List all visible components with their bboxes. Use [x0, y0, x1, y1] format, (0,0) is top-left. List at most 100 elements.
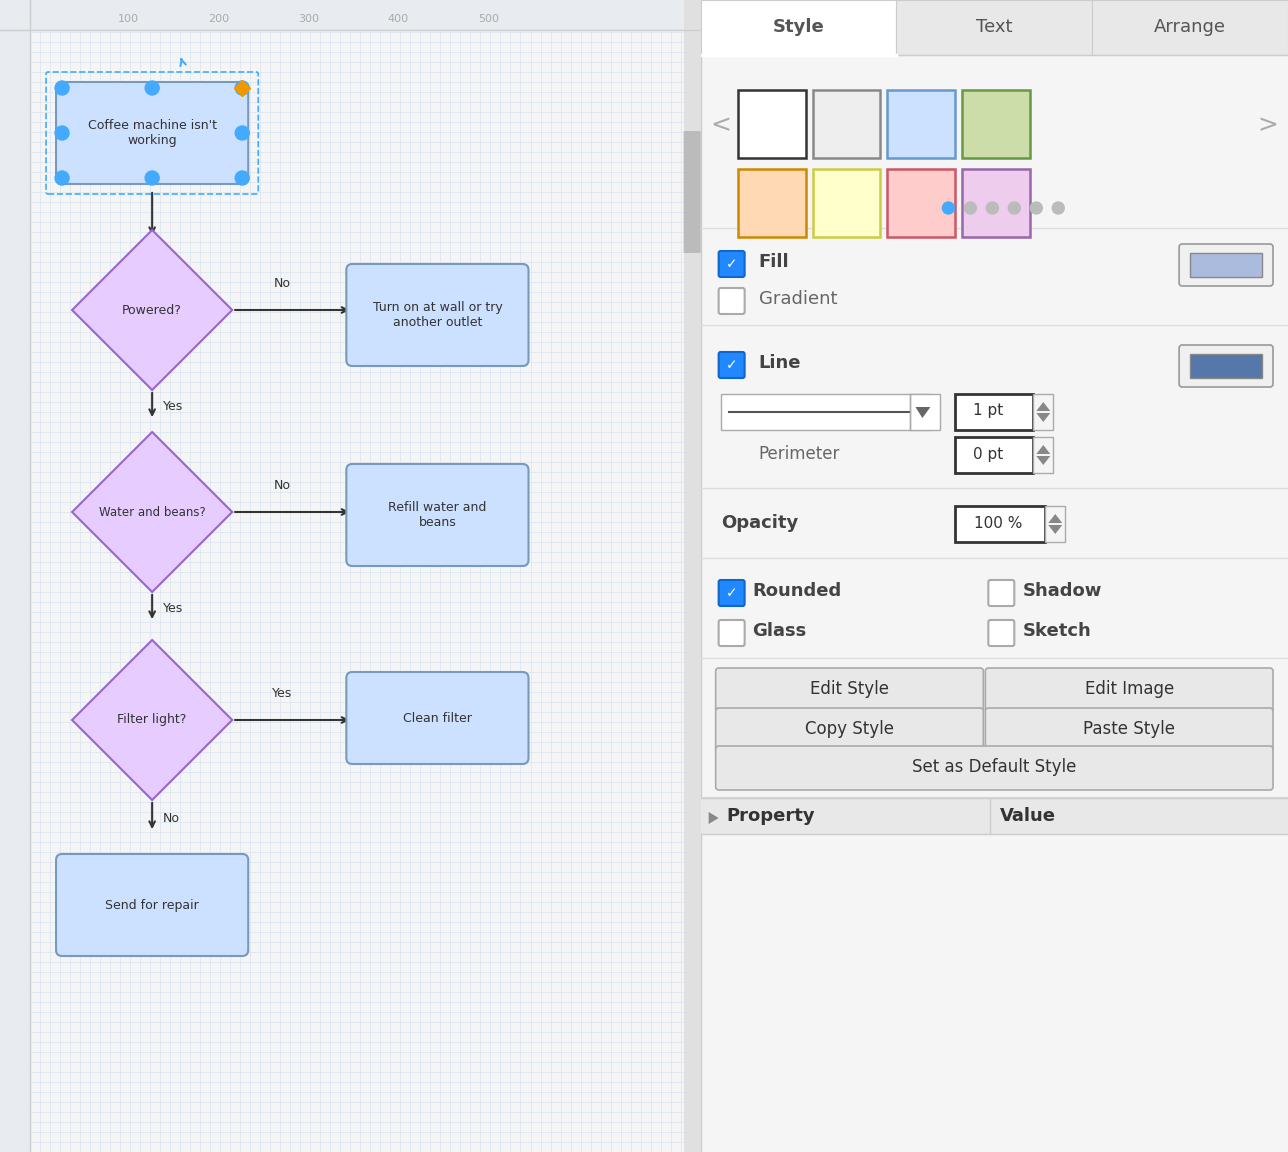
Circle shape — [1030, 202, 1042, 214]
Circle shape — [236, 170, 250, 185]
Bar — [721, 394, 930, 430]
Bar — [738, 169, 805, 237]
Text: Shadow: Shadow — [1023, 582, 1101, 600]
Text: Value: Value — [1001, 808, 1056, 825]
Circle shape — [236, 81, 250, 94]
Text: Property: Property — [726, 808, 815, 825]
Bar — [1190, 253, 1262, 276]
Polygon shape — [1037, 445, 1050, 454]
FancyBboxPatch shape — [988, 579, 1015, 606]
FancyBboxPatch shape — [57, 82, 249, 184]
Text: Gradient: Gradient — [759, 290, 837, 308]
Bar — [956, 437, 1033, 473]
Polygon shape — [1037, 414, 1050, 422]
FancyBboxPatch shape — [719, 251, 744, 276]
FancyBboxPatch shape — [346, 464, 528, 566]
Bar — [1033, 394, 1054, 430]
Circle shape — [55, 126, 70, 141]
Circle shape — [146, 81, 160, 94]
Text: Send for repair: Send for repair — [106, 899, 200, 911]
FancyBboxPatch shape — [716, 668, 983, 712]
Polygon shape — [72, 230, 232, 391]
Text: ✓: ✓ — [726, 586, 738, 600]
Text: Sketch: Sketch — [1023, 622, 1091, 641]
Bar — [887, 90, 956, 158]
Circle shape — [1052, 202, 1064, 214]
Bar — [701, 0, 896, 55]
Text: Style: Style — [773, 18, 824, 37]
FancyBboxPatch shape — [346, 672, 528, 764]
Text: Edit Style: Edit Style — [810, 680, 889, 698]
Bar — [0, 0, 701, 30]
Circle shape — [987, 202, 998, 214]
Bar — [896, 0, 1092, 55]
Polygon shape — [1037, 402, 1050, 411]
Bar — [962, 169, 1030, 237]
Bar — [684, 0, 701, 1152]
Bar — [1046, 506, 1065, 541]
Bar — [701, 798, 1288, 834]
Polygon shape — [1037, 456, 1050, 465]
FancyBboxPatch shape — [985, 708, 1273, 752]
FancyBboxPatch shape — [684, 131, 701, 253]
Text: <: < — [710, 113, 732, 137]
Text: Glass: Glass — [752, 622, 806, 641]
Text: Yes: Yes — [272, 687, 292, 700]
Polygon shape — [708, 812, 719, 824]
Text: Opacity: Opacity — [721, 514, 797, 532]
Text: ✓: ✓ — [726, 358, 738, 372]
Text: >: > — [1257, 113, 1279, 137]
Circle shape — [55, 81, 70, 94]
Text: Clean filter: Clean filter — [403, 712, 471, 725]
Text: 0 pt: 0 pt — [974, 447, 1003, 462]
FancyBboxPatch shape — [719, 579, 744, 606]
Bar — [911, 394, 940, 430]
Bar — [1190, 354, 1262, 378]
Circle shape — [146, 170, 160, 185]
Bar — [738, 90, 805, 158]
Text: Rounded: Rounded — [752, 582, 842, 600]
Bar — [813, 90, 881, 158]
Polygon shape — [916, 407, 930, 418]
Circle shape — [1009, 202, 1020, 214]
Text: No: No — [274, 479, 291, 492]
Text: Perimeter: Perimeter — [759, 445, 840, 463]
Bar — [0, 30, 30, 1152]
Text: Arrange: Arrange — [1154, 18, 1226, 37]
Text: 1 pt: 1 pt — [974, 403, 1003, 418]
Text: Water and beans?: Water and beans? — [99, 506, 206, 518]
Polygon shape — [1048, 514, 1063, 523]
FancyBboxPatch shape — [716, 746, 1273, 790]
FancyBboxPatch shape — [57, 854, 249, 956]
Text: Copy Style: Copy Style — [805, 720, 894, 738]
Circle shape — [55, 170, 70, 185]
Bar — [1092, 0, 1288, 55]
Text: Refill water and
beans: Refill water and beans — [388, 501, 487, 529]
Text: Coffee machine isn't
working: Coffee machine isn't working — [88, 119, 216, 147]
Text: 100 %: 100 % — [974, 515, 1023, 531]
Text: Yes: Yes — [164, 400, 183, 412]
FancyBboxPatch shape — [346, 264, 528, 366]
FancyBboxPatch shape — [1179, 244, 1273, 286]
FancyBboxPatch shape — [716, 708, 983, 752]
Text: 400: 400 — [388, 14, 410, 24]
Text: No: No — [164, 811, 180, 825]
Text: Powered?: Powered? — [122, 303, 182, 317]
FancyBboxPatch shape — [719, 620, 744, 646]
FancyBboxPatch shape — [719, 353, 744, 378]
Circle shape — [236, 126, 250, 141]
Text: 100: 100 — [117, 14, 139, 24]
Text: Edit Image: Edit Image — [1084, 680, 1173, 698]
FancyBboxPatch shape — [1179, 344, 1273, 387]
Bar — [962, 90, 1030, 158]
Circle shape — [965, 202, 976, 214]
Text: No: No — [274, 276, 291, 290]
Bar — [887, 169, 956, 237]
Circle shape — [943, 202, 954, 214]
Text: Set as Default Style: Set as Default Style — [912, 758, 1077, 776]
Polygon shape — [72, 641, 232, 799]
Text: Filter light?: Filter light? — [117, 713, 187, 727]
Text: 200: 200 — [207, 14, 229, 24]
Bar — [956, 506, 1046, 541]
Text: Paste Style: Paste Style — [1083, 720, 1175, 738]
